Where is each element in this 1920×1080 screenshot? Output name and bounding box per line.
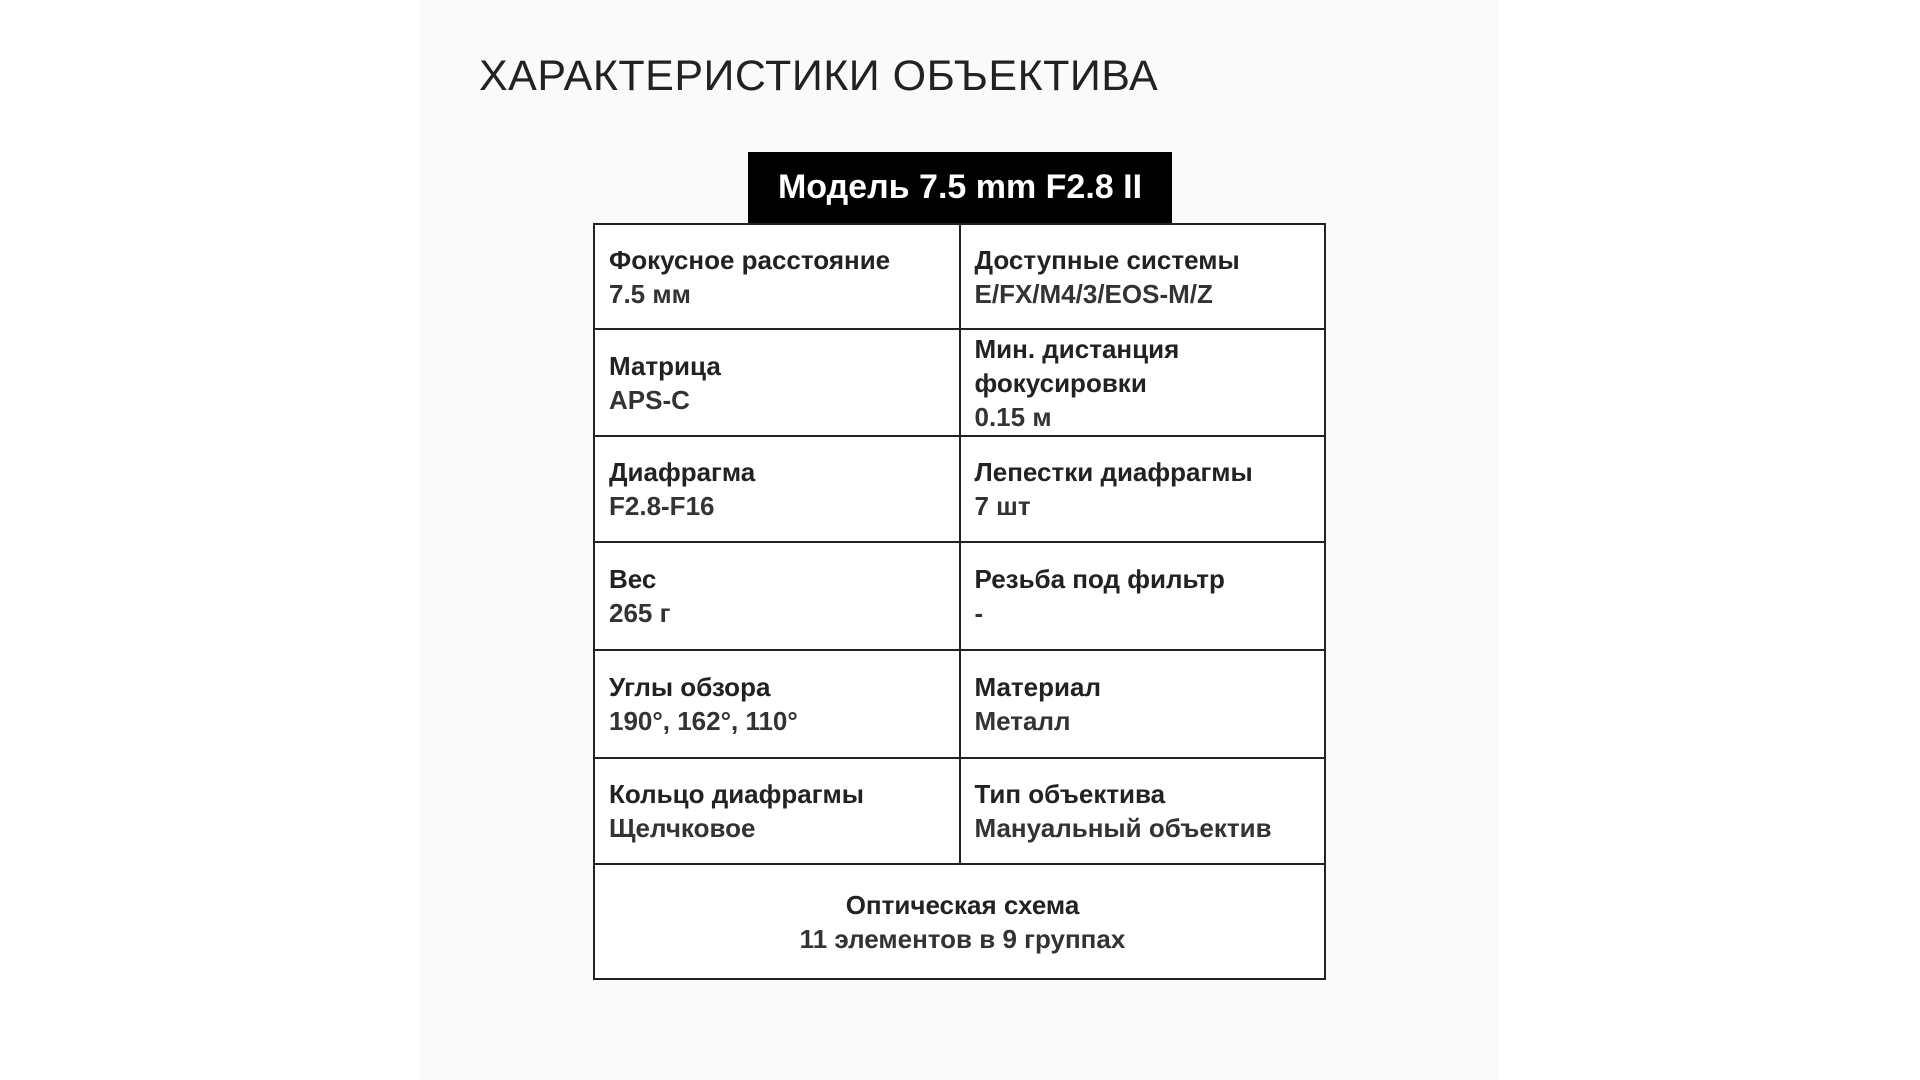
table-row: Вес 265 г Резьба под фильтр - — [595, 543, 1324, 651]
spec-label: Матрица — [609, 350, 721, 381]
spec-label: Лепестки диафрагмы — [974, 457, 1253, 487]
spec-cell: Лепестки диафрагмы 7 шт — [961, 437, 1325, 541]
spec-cell: Вес 265 г — [595, 543, 961, 649]
spec-label: Доступные системы — [974, 244, 1240, 275]
table-row: Диафрагма F2.8-F16 Лепестки диафрагмы 7 шт — [595, 437, 1324, 543]
spec-cell: Резьба под фильтр - — [961, 543, 1325, 649]
spec-label: Материал — [974, 672, 1101, 702]
spec-cell: Кольцо диафрагмы Щелчковое — [595, 759, 961, 863]
spec-value: F2.8-F16 — [609, 491, 715, 521]
spec-cell: Мин. дистанция фокусировки 0.15 м — [961, 330, 1325, 435]
spec-value: 190°, 162°, 110° — [609, 706, 798, 736]
table-row: Углы обзора 190°, 162°, 110° Материал Метал… — [595, 651, 1324, 759]
specs-table: Фокусное расстояние 7.5 мм Доступные систе… — [593, 223, 1326, 980]
spec-value: 7.5 мм — [609, 278, 691, 309]
spec-value: Щелчковое — [609, 813, 756, 843]
spec-cell: Матрица APS-C — [595, 330, 961, 435]
model-header: Модель 7.5 mm F2.8 II — [748, 152, 1172, 223]
spec-value: Металл — [974, 706, 1071, 736]
spec-value: E/FX/M4/3/EOS-M/Z — [974, 278, 1213, 309]
spec-cell: Фокусное расстояние 7.5 мм — [595, 225, 961, 328]
spec-value: 265 г — [609, 598, 671, 628]
spec-label: Вес — [609, 564, 657, 594]
spec-cell: Тип объектива Мануальный объектив — [961, 759, 1325, 863]
optical-scheme-cell: Оптическая схема 11 элементов в 9 группах — [595, 865, 1324, 978]
spec-cell: Углы обзора 190°, 162°, 110° — [595, 651, 961, 757]
spec-label: Диафрагма — [609, 457, 756, 487]
spec-cell: Диафрагма F2.8-F16 — [595, 437, 961, 541]
spec-cell: Доступные системы E/FX/M4/3/EOS-M/Z — [961, 225, 1325, 328]
spec-value: Мануальный объектив — [974, 813, 1272, 843]
table-row: Фокусное расстояние 7.5 мм Доступные систе… — [595, 225, 1324, 330]
page-title: ХАРАКТЕРИСТИКИ ОБЪЕКТИВА — [479, 52, 1159, 100]
table-row-footer: Оптическая схема 11 элементов в 9 группах — [595, 865, 1324, 978]
spec-label: Фокусное расстояние — [609, 244, 891, 275]
spec-value: - — [974, 598, 984, 628]
spec-label: Мин. дистанция фокусировки — [974, 333, 1180, 398]
spec-value: APS-C — [609, 384, 690, 415]
spec-label: Резьба под фильтр — [974, 564, 1225, 594]
spec-label: Тип объектива — [974, 779, 1166, 809]
spec-value: 11 элементов в 9 группах — [799, 923, 1126, 954]
table-row: Кольцо диафрагмы Щелчковое Тип объектива Ма… — [595, 759, 1324, 865]
table-row: Матрица APS-C Мин. дистанция фокусировки 0.… — [595, 330, 1324, 437]
spec-label: Оптическая схема — [845, 889, 1080, 920]
spec-value: 7 шт — [974, 491, 1031, 521]
spec-cell: Материал Металл — [961, 651, 1325, 757]
spec-label: Кольцо диафрагмы — [609, 779, 864, 809]
spec-value: 0.15 м — [974, 401, 1052, 432]
spec-label: Углы обзора — [609, 672, 771, 702]
